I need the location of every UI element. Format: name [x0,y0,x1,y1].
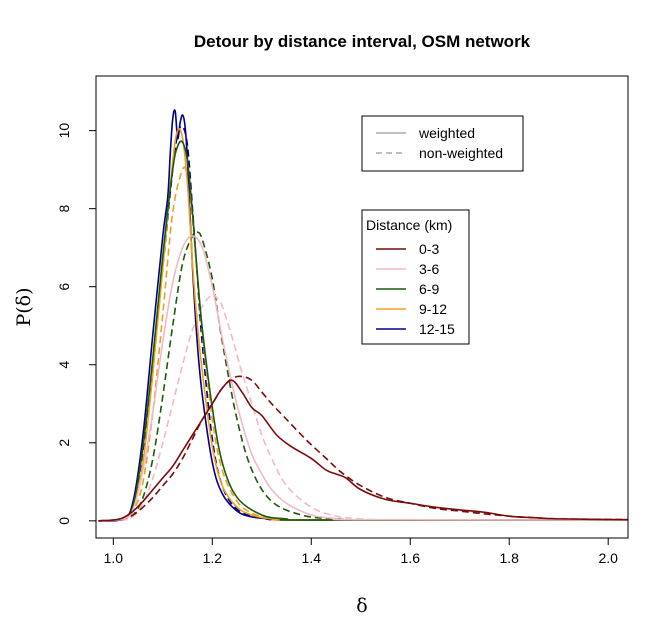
y-tick-label: 0 [56,517,72,525]
line-style-legend-box [361,115,524,172]
y-tick-label: 2 [56,439,72,447]
distance-legend-title: Distance (km) [366,217,452,233]
x-tick-label: 1.0 [104,550,124,566]
series-line-6-9-non-weighted [98,230,628,522]
legend-label-6-9: 6-9 [419,281,439,297]
series-group [98,109,628,522]
y-tick-label: 10 [56,123,72,139]
plot-area [95,75,629,539]
series-line-12-15-weighted [98,109,628,522]
y-tick-label: 4 [56,361,72,369]
legend-non-weighted-label: non-weighted [419,145,503,161]
chart-title: Detour by distance interval, OSM network [194,32,531,51]
series-line-6-9-weighted [98,140,628,522]
legend-weighted-label: weighted [418,125,475,141]
y-axis-label: P(δ) [13,287,35,326]
legend-label-0-3: 0-3 [419,241,439,257]
y-tick-label: 8 [56,205,72,213]
distance-legend: Distance (km) 0-3 3-6 6-9 9-12 12-15 [361,209,470,345]
legend-label-3-6: 3-6 [419,261,439,277]
y-tick-label: 6 [56,283,72,291]
x-axis-label: δ [356,595,367,617]
distance-legend-box [361,209,470,345]
legend-label-12-15: 12-15 [419,321,455,337]
x-tick-label: 1.6 [401,550,421,566]
x-axis: 1.0 1.2 1.4 1.6 1.8 2.0 [104,537,618,566]
series-line-3-6-weighted [98,235,628,522]
legend-label-9-12: 9-12 [419,301,447,317]
x-tick-label: 1.8 [499,550,519,566]
series-line-0-3-non-weighted [98,375,628,522]
series-line-0-3-weighted [98,379,628,522]
x-tick-label: 1.2 [203,550,223,566]
y-axis: 0 2 4 6 8 10 [56,123,97,525]
line-style-legend: weighted non-weighted [361,115,524,172]
x-tick-label: 1.4 [302,550,322,566]
x-tick-label: 2.0 [598,550,618,566]
series-line-3-6-non-weighted [98,293,628,522]
series-line-9-12-weighted [98,128,628,522]
